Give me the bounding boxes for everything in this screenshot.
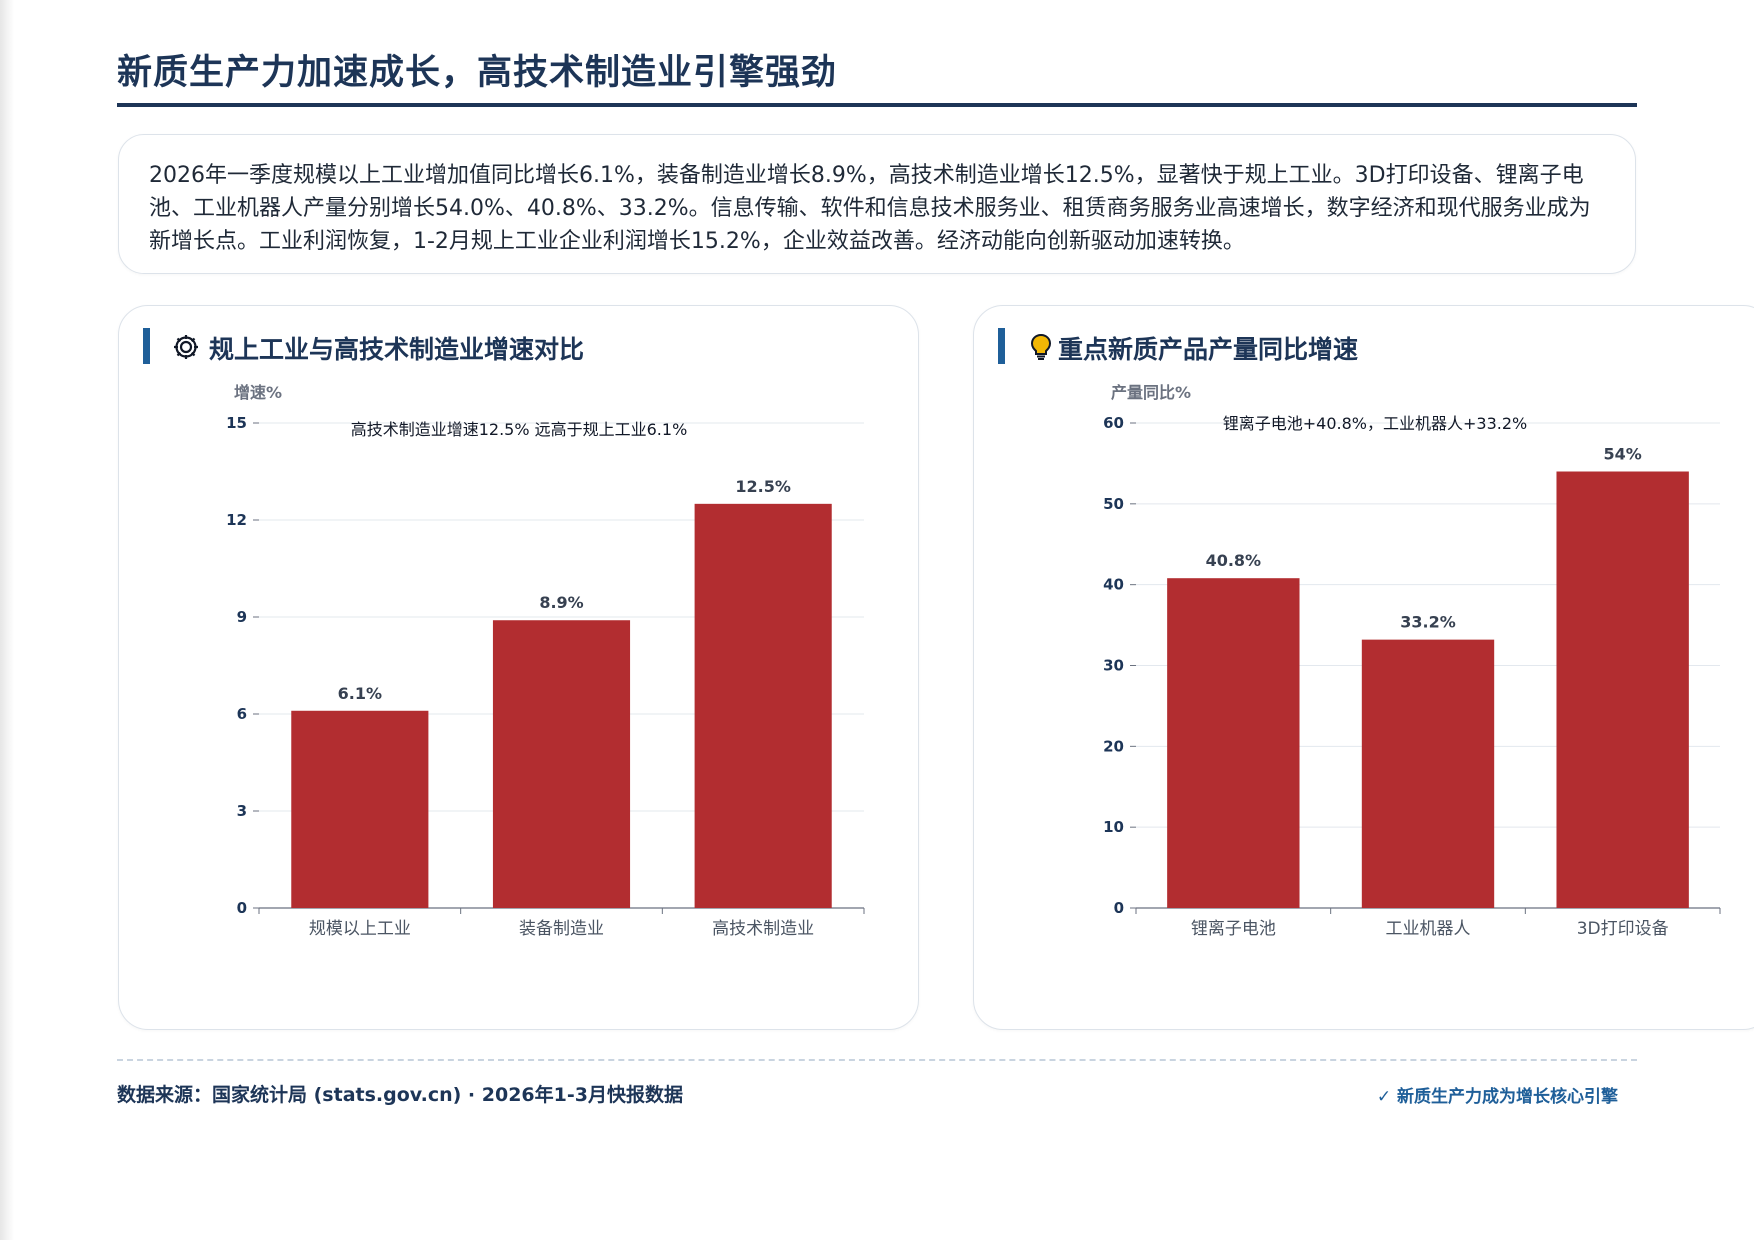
y-tick-label: 6	[237, 705, 247, 723]
x-category-label: 规模以上工业	[309, 919, 411, 939]
x-category-label: 工业机器人	[1386, 919, 1471, 939]
bar-chart-new-products: 产量同比% 0 10 20 30 40 50 60 40.8% 锂离子电池 33.2% 工业机器人 54…	[1103, 383, 1721, 939]
y-tick-label: 3	[237, 802, 247, 820]
y-axis-label: 产量同比%	[1111, 383, 1191, 402]
y-tick-label: 60	[1103, 414, 1124, 432]
y-tick-label: 0	[237, 899, 247, 917]
chart-card-new-products: 重点新质产品产量同比增速 产量同比% 0 10 20 30 40 50 60 40.8% 锂离子电…	[973, 305, 1754, 1030]
title-underline	[117, 103, 1637, 107]
y-tick-label: 15	[226, 414, 247, 432]
y-tick-label: 20	[1103, 737, 1124, 755]
y-tick-label: 50	[1103, 495, 1124, 513]
lightbulb-icon	[1030, 333, 1052, 360]
summary-text: 2026年一季度规模以上工业增加值同比增长6.1%，装备制造业增长8.9%，高技…	[149, 163, 1591, 254]
y-tick-label: 12	[226, 511, 247, 529]
x-category-label: 装备制造业	[519, 919, 604, 939]
card-title-new-products: 重点新质产品产量同比增速	[1058, 335, 1359, 364]
card-accent-bar	[143, 328, 150, 364]
data-label: 12.5%	[735, 477, 791, 496]
data-label: 40.8%	[1206, 551, 1262, 570]
bar	[291, 710, 429, 908]
chart-annotation: 锂离子电池+40.8%，工业机器人+33.2%	[1223, 414, 1527, 433]
card-accent-bar	[998, 328, 1005, 364]
page-title: 新质生产力加速成长，高技术制造业引擎强劲	[117, 53, 838, 93]
x-category-label: 3D打印设备	[1577, 919, 1669, 939]
y-tick-label: 30	[1103, 657, 1124, 675]
bar	[694, 503, 832, 908]
bar	[492, 620, 631, 908]
x-category-label: 高技术制造业	[712, 919, 814, 939]
y-tick-label: 9	[237, 608, 247, 626]
bar	[1361, 639, 1495, 908]
data-label: 8.9%	[539, 593, 583, 612]
y-tick-label: 10	[1103, 818, 1124, 836]
card-title-industry-growth: 规上工业与高技术制造业增速对比	[209, 335, 585, 364]
data-label: 33.2%	[1400, 613, 1456, 632]
page-edge-shadow	[0, 0, 14, 1240]
gear-icon	[174, 335, 198, 359]
chart-annotation: 高技术制造业增速12.5% 远高于规上工业6.1%	[351, 420, 688, 439]
data-label: 54%	[1604, 445, 1642, 464]
bar	[1556, 471, 1689, 908]
y-tick-label: 40	[1103, 576, 1124, 594]
footer-badge: ✓ 新质生产力成为增长核心引擎	[1376, 1087, 1618, 1107]
footer-divider	[117, 1059, 1637, 1061]
data-label: 6.1%	[338, 684, 382, 703]
summary-box: 2026年一季度规模以上工业增加值同比增长6.1%，装备制造业增长8.9%，高技…	[118, 134, 1636, 274]
y-tick-label: 0	[1114, 899, 1124, 917]
bar-chart-industry-growth: 增速% 0 3 6 9 12 15 6.1% 规模以上工业 8.9% 装备制造业 12.5% 高技术制造…	[226, 383, 865, 939]
footer-source: 数据来源：国家统计局 (stats.gov.cn) · 2026年1-3月快报数…	[117, 1084, 683, 1106]
bar	[1167, 578, 1300, 908]
chart-card-industry-growth: 规上工业与高技术制造业增速对比 增速% 0 3 6 9 12 15 6.1% 规模以上工业 8.9…	[118, 305, 919, 1030]
y-axis-label: 增速%	[234, 383, 282, 402]
x-category-label: 锂离子电池	[1191, 919, 1276, 939]
